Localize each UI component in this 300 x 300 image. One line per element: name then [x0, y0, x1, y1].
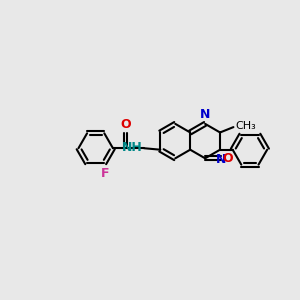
Text: O: O	[222, 152, 233, 165]
Text: N: N	[200, 108, 210, 121]
Text: O: O	[120, 118, 131, 131]
Text: NH: NH	[122, 141, 142, 154]
Text: CH₃: CH₃	[235, 121, 256, 131]
Text: N: N	[216, 153, 227, 166]
Text: F: F	[101, 167, 109, 180]
